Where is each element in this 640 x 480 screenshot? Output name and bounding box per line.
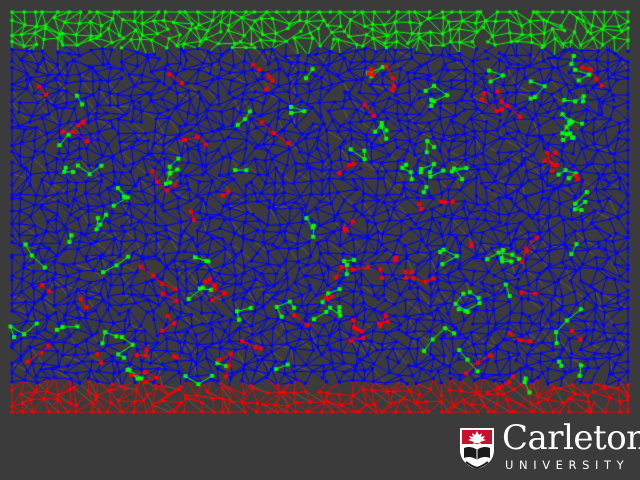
carleton-shield-icon <box>460 428 494 470</box>
logo-wordmark: Carleton <box>502 418 640 458</box>
carleton-university-logo: Carleton UNIVERSITY <box>456 418 640 474</box>
logo-subtitle: UNIVERSITY <box>505 458 630 472</box>
